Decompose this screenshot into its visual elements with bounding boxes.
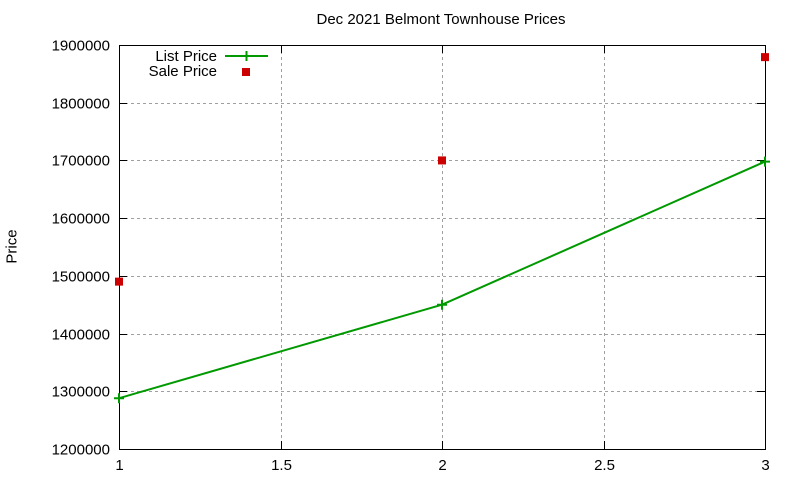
y-tick-label: 1900000 — [52, 38, 110, 55]
y-tick-label: 1200000 — [52, 442, 110, 459]
grid-lines — [119, 45, 765, 449]
chart-title: Dec 2021 Belmont Townhouse Prices — [316, 11, 566, 28]
axes — [119, 45, 766, 450]
y-tick-label: 1600000 — [52, 211, 110, 228]
sale-price-point — [438, 156, 446, 165]
x-tick-label: 2 — [438, 457, 446, 474]
y-tick-label: 1400000 — [52, 327, 110, 344]
legend-plus-marker-icon — [241, 51, 252, 61]
y-tick-label: 1500000 — [52, 269, 110, 286]
x-tick-label: 1 — [115, 457, 123, 474]
list-price-point — [437, 299, 447, 310]
x-tick-label: 3 — [761, 457, 769, 474]
sale-price-point — [761, 53, 769, 62]
plot-border — [119, 45, 766, 450]
sale-price-point — [115, 277, 123, 286]
legend-list-price-label: List Price — [155, 48, 217, 65]
x-tick-label: 1.5 — [271, 457, 292, 474]
tick-labels: 1200000 1300000 1400000 1500000 1600000 17000… — [52, 38, 770, 475]
legend: List Price Sale Price — [149, 48, 268, 80]
y-tick-label: 1300000 — [52, 384, 110, 401]
legend-square-marker-icon — [242, 68, 250, 76]
list-price-point — [760, 156, 770, 167]
list-price-point — [114, 393, 124, 404]
y-tick-label: 1700000 — [52, 153, 110, 170]
legend-sale-price-label: Sale Price — [149, 63, 217, 80]
data-series — [114, 53, 770, 404]
x-tick-label: 2.5 — [594, 457, 615, 474]
y-tick-label: 1800000 — [52, 96, 110, 113]
